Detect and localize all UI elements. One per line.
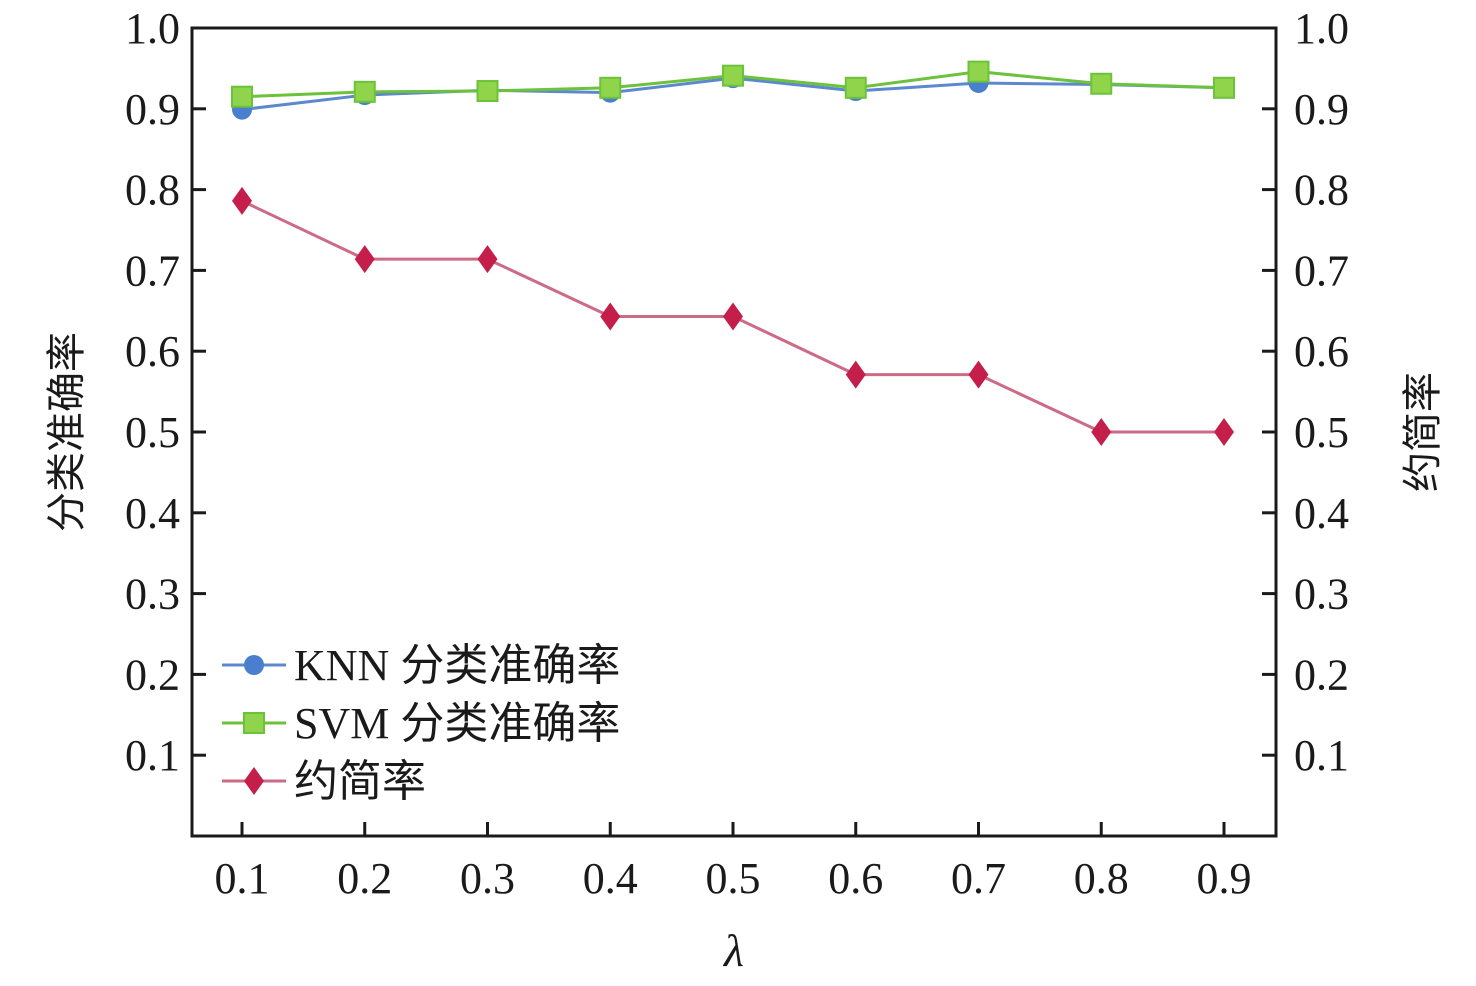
series-2 — [231, 60, 1235, 108]
legend-item: KNN 分类准确率 — [222, 641, 620, 690]
legend-label: 约简率 — [294, 757, 426, 806]
legend-marker — [243, 712, 265, 734]
y-tick-label-left: 0.3 — [125, 570, 180, 619]
data-point — [722, 64, 744, 87]
x-tick-label: 0.9 — [1197, 854, 1252, 903]
legend-marker — [244, 767, 264, 795]
x-tick-label: 0.1 — [215, 854, 270, 903]
x-tick-label: 0.8 — [1074, 854, 1129, 903]
data-point — [353, 80, 376, 103]
legend-label: KNN 分类准确率 — [294, 641, 620, 690]
y-tick-label-left: 0.1 — [125, 731, 180, 780]
y-axis-right: 0.1 0.2 0.3 0.4 0.5 0.6 0.7 0.8 0.9 1.0 — [1262, 4, 1349, 780]
legend-item: SVM 分类准确率 — [222, 699, 620, 748]
x-tick-label: 0.3 — [460, 854, 515, 903]
y-tick-label-left: 0.5 — [125, 408, 180, 457]
y-tick-label-right: 0.6 — [1294, 327, 1349, 376]
y-tick-label-right: 0.3 — [1294, 570, 1349, 619]
x-tick-label: 0.7 — [951, 854, 1006, 903]
y-tick-label-left: 0.2 — [125, 650, 180, 699]
x-axis-title: λ — [722, 925, 744, 976]
data-point — [1214, 418, 1234, 446]
data-point — [844, 76, 867, 99]
data-point — [967, 60, 990, 83]
y-axis-left-title: 分类准确率 — [44, 332, 90, 532]
y-tick-label-left: 0.7 — [125, 246, 180, 295]
y-tick-label-right: 0.4 — [1294, 489, 1349, 538]
y-tick-label-left: 0.6 — [125, 327, 180, 376]
y-tick-label-right: 0.9 — [1294, 85, 1349, 134]
data-point — [1091, 418, 1112, 446]
x-tick-label: 0.4 — [583, 854, 638, 903]
series-layer — [231, 60, 1235, 446]
x-tick-label: 0.6 — [828, 854, 883, 903]
data-point — [1090, 72, 1113, 95]
y-tick-label-left: 1.0 — [125, 4, 180, 53]
y-axis-right-title: 约简率 — [1400, 372, 1446, 492]
y-axis-left: 0.1 0.2 0.3 0.4 0.5 0.6 0.7 0.8 0.9 1.0 — [125, 4, 206, 780]
data-point — [476, 80, 499, 103]
y-tick-label-left: 0.9 — [125, 85, 180, 134]
y-tick-label-right: 0.2 — [1294, 650, 1349, 699]
x-axis: 0.1 0.2 0.3 0.4 0.5 0.6 0.7 0.8 0.9 — [215, 822, 1252, 903]
y-tick-label-left: 0.8 — [125, 166, 180, 215]
legend-item: 约简率 — [222, 757, 426, 806]
y-tick-label-right: 0.7 — [1294, 246, 1349, 295]
legend-marker — [244, 655, 264, 675]
series-3 — [232, 186, 1234, 446]
x-tick-label: 0.5 — [706, 854, 761, 903]
data-point — [599, 76, 622, 99]
data-point — [1213, 76, 1235, 99]
x-tick-label: 0.2 — [337, 854, 392, 903]
data-point — [232, 186, 252, 215]
data-point — [354, 245, 375, 274]
y-tick-label-right: 0.5 — [1294, 408, 1349, 457]
y-tick-label-left: 0.4 — [125, 489, 180, 538]
data-point — [845, 360, 866, 389]
data-point — [600, 302, 621, 331]
y-tick-label-right: 0.8 — [1294, 166, 1349, 215]
y-tick-label-right: 0.1 — [1294, 731, 1349, 780]
data-point — [477, 245, 498, 274]
legend-label: SVM 分类准确率 — [294, 699, 620, 748]
y-tick-label-right: 1.0 — [1294, 4, 1349, 53]
data-point — [968, 360, 989, 389]
data-point — [231, 85, 253, 108]
data-point — [723, 302, 743, 331]
